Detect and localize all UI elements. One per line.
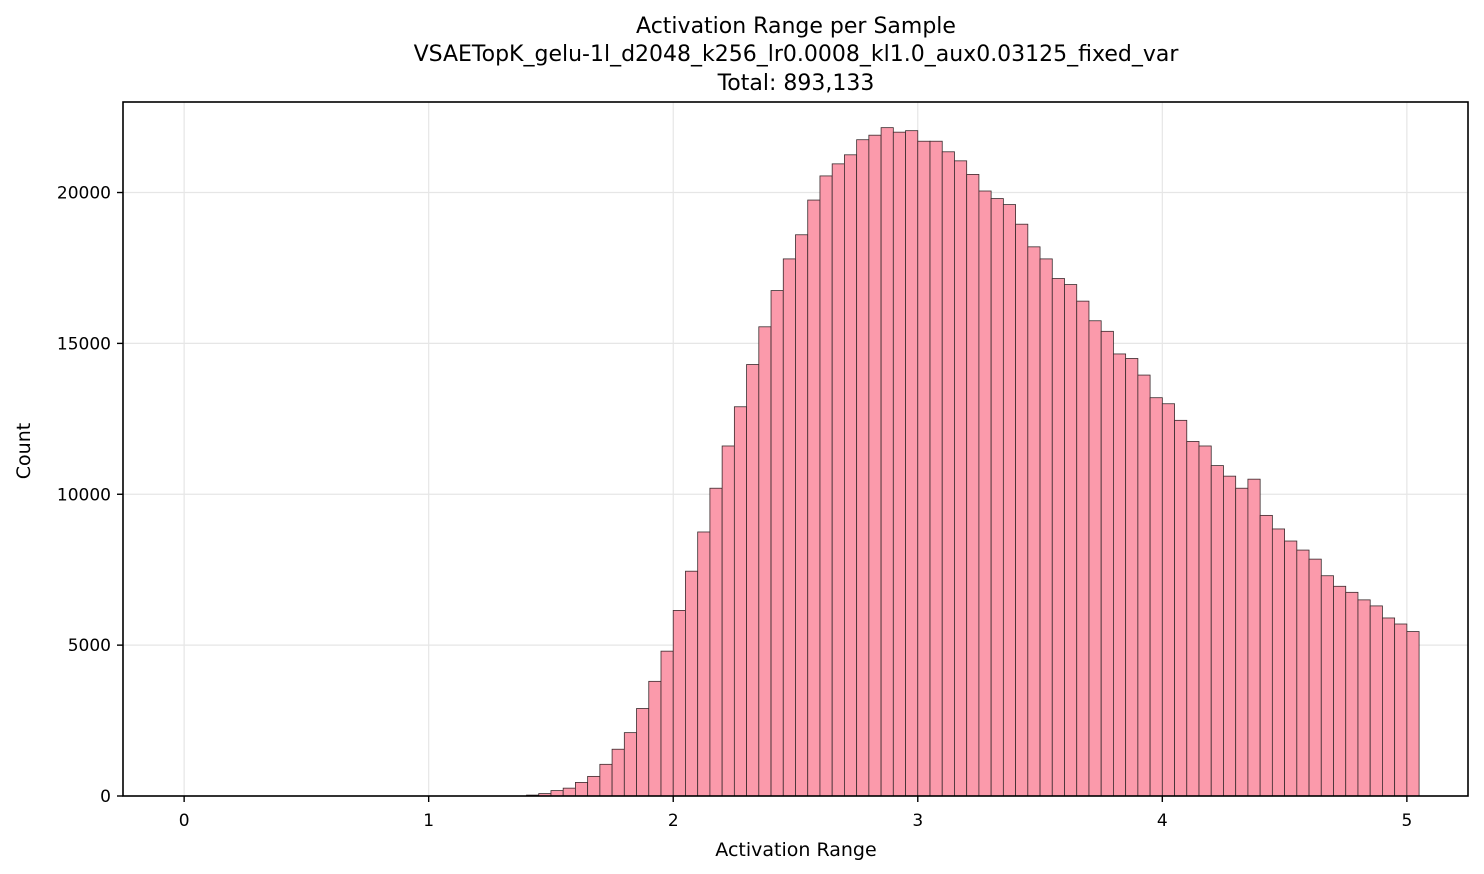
y-tick-label: 20000 — [57, 184, 111, 204]
y-tick-label: 10000 — [57, 485, 111, 505]
histogram-bar — [1174, 419, 1188, 797]
histogram-bar — [623, 732, 637, 797]
histogram-bar — [1235, 487, 1249, 797]
x-tick-label: 1 — [423, 811, 434, 831]
histogram-bars — [526, 127, 1420, 797]
histogram-bar — [1345, 591, 1359, 797]
histogram-bar — [1247, 478, 1261, 797]
histogram-bar — [978, 190, 992, 797]
histogram-bar — [1333, 585, 1347, 797]
histogram-bar — [1076, 300, 1090, 797]
histogram-bar — [1369, 605, 1383, 797]
histogram-bar — [795, 234, 809, 797]
x-tick-label: 2 — [668, 811, 679, 831]
histogram-bar — [758, 326, 772, 797]
y-tick-label: 15000 — [57, 334, 111, 354]
histogram-bar — [746, 364, 760, 797]
histogram-bar — [1051, 278, 1065, 797]
histogram-bar — [562, 787, 576, 797]
histogram-bar — [636, 708, 650, 797]
y-tick-label: 0 — [100, 787, 111, 807]
histogram-bar — [966, 174, 980, 797]
histogram-bar — [1088, 320, 1102, 797]
histogram-bar — [685, 570, 699, 797]
histogram-bar — [782, 258, 796, 797]
histogram-bar — [1284, 540, 1298, 797]
histogram-bar — [721, 445, 735, 797]
histogram-bar — [1357, 599, 1371, 797]
histogram-bar — [1259, 514, 1273, 797]
histogram-bar — [770, 290, 784, 797]
histogram-bar — [819, 175, 833, 797]
histogram-bar — [880, 127, 894, 797]
histogram-bar — [831, 163, 845, 797]
histogram-bar — [1223, 475, 1237, 797]
histogram-bar — [856, 139, 870, 797]
histogram-bar — [929, 140, 943, 797]
histogram-bar — [1064, 284, 1078, 797]
histogram-bar — [1271, 528, 1285, 797]
histogram-bar — [1100, 330, 1114, 797]
histogram-bar — [1210, 465, 1224, 797]
histogram-bar — [1039, 258, 1053, 797]
histogram-bar — [672, 610, 686, 797]
x-axis-label: Activation Range — [715, 839, 876, 861]
histogram-bar — [892, 131, 906, 797]
histogram-bar — [709, 487, 723, 797]
chart-title: Activation Range per Sample VSAETopK_gel… — [414, 14, 1180, 96]
histogram-bar — [1149, 397, 1163, 797]
histogram-bar — [599, 763, 613, 797]
y-axis-ticks: 0 5000 10000 15000 20000 — [57, 184, 123, 807]
x-tick-label: 3 — [912, 811, 923, 831]
histogram-bar — [575, 782, 589, 797]
histogram-bar — [1125, 358, 1139, 797]
chart-title-line-3: Total: 893,133 — [717, 71, 875, 96]
histogram-bar — [1186, 441, 1200, 797]
histogram-bar — [1113, 353, 1127, 797]
y-tick-label: 5000 — [68, 636, 111, 656]
y-axis-label: Count — [13, 423, 35, 479]
histogram-bar — [1027, 246, 1041, 797]
chart-title-line-1: Activation Range per Sample — [636, 14, 956, 39]
histogram-bar — [1308, 558, 1322, 797]
histogram-bar — [660, 650, 674, 797]
histogram-bar — [1002, 204, 1016, 797]
histogram-bar — [1382, 617, 1396, 797]
histogram-bar — [587, 775, 601, 797]
x-tick-label: 4 — [1157, 811, 1168, 831]
histogram-bar — [917, 140, 931, 797]
x-axis-ticks: 0 1 2 3 4 5 — [179, 796, 1412, 831]
histogram-bar — [697, 531, 711, 797]
histogram-bar — [648, 680, 662, 797]
plot-frame — [122, 101, 1469, 797]
histogram-bar — [1161, 403, 1175, 797]
histogram-bar — [844, 154, 858, 797]
histogram-bar — [905, 130, 919, 797]
histogram-bar — [941, 151, 955, 797]
x-tick-label: 5 — [1401, 811, 1412, 831]
histogram-bar — [611, 748, 625, 797]
histogram-bar — [868, 134, 882, 797]
x-tick-label: 0 — [179, 811, 190, 831]
histogram-bar — [990, 198, 1004, 797]
histogram-bar — [1320, 575, 1334, 797]
histogram-bar — [954, 160, 968, 797]
histogram-bar — [550, 790, 564, 797]
histogram-bar — [1394, 623, 1408, 797]
histogram-bar — [807, 199, 821, 797]
histogram-bar — [733, 406, 747, 797]
histogram-bar — [1296, 549, 1310, 797]
histogram-bar — [1406, 631, 1420, 797]
chart-title-line-2: VSAETopK_gelu-1l_d2048_k256_lr0.0008_kl1… — [414, 42, 1180, 67]
histogram-bar — [1015, 223, 1029, 797]
histogram-bar — [1137, 374, 1151, 797]
histogram-bar — [1198, 445, 1212, 797]
